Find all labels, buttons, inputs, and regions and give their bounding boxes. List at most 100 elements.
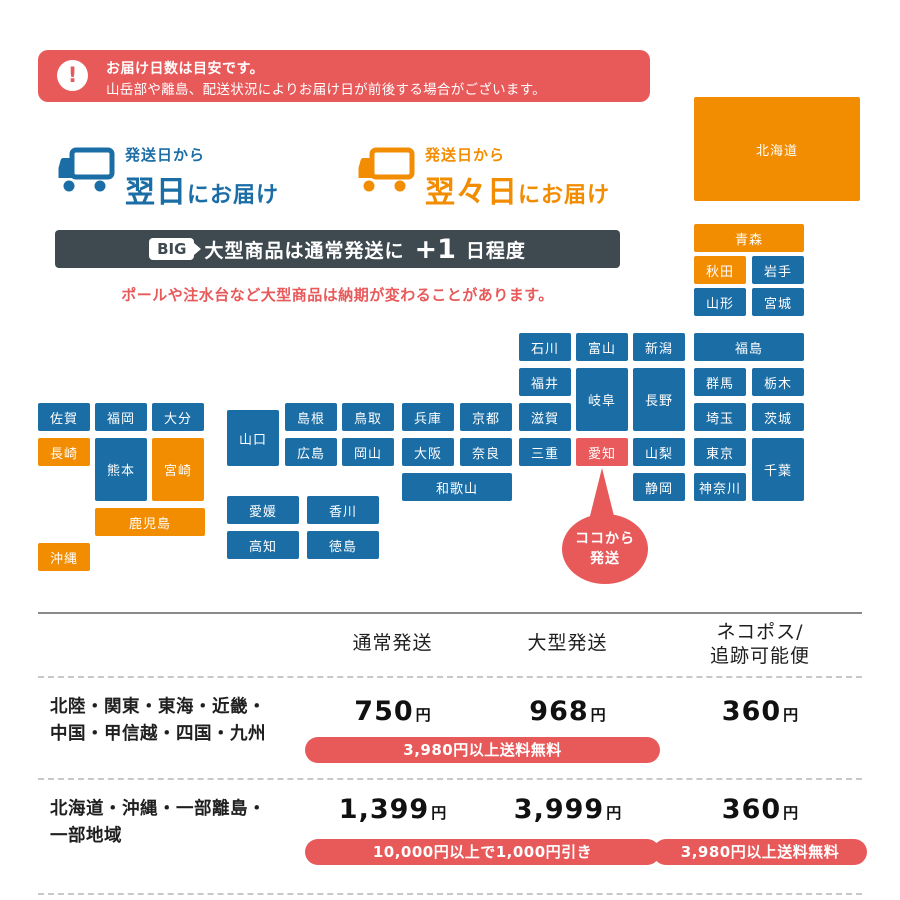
next-day-delivery-badge: 発送日から 翌日にお届け bbox=[125, 144, 279, 211]
region-line2: 中国・甲信越・四国・九州 bbox=[50, 724, 266, 744]
two-day-delivery-badge: 発送日から 翌々日にお届け bbox=[425, 144, 610, 211]
badge-main: 翌日にお届け bbox=[125, 167, 279, 211]
column-header-standard: 通常発送 bbox=[352, 632, 433, 654]
prefecture-block: 福井 bbox=[519, 368, 571, 396]
prefecture-block: 千葉 bbox=[752, 438, 804, 501]
price-unit: 円 bbox=[783, 804, 799, 822]
price-nekopos: 360 円 bbox=[653, 696, 867, 727]
badge-lead: 発送日から bbox=[125, 146, 206, 164]
big-banner-prefix: 大型商品は通常発送に bbox=[204, 239, 405, 262]
big-item-banner: BIG 大型商品は通常発送に +1 日程度 bbox=[55, 230, 620, 268]
prefecture-block: 広島 bbox=[285, 438, 337, 466]
prefecture-block: 青森 bbox=[694, 224, 804, 252]
prefecture-block: 静岡 bbox=[633, 473, 685, 501]
exclamation-icon: ! bbox=[57, 60, 88, 91]
prefecture-block: 三重 bbox=[519, 438, 571, 466]
prefecture-block: 愛媛 bbox=[227, 496, 299, 524]
truck-icon bbox=[55, 146, 115, 194]
prefecture-block: 富山 bbox=[576, 333, 628, 361]
badge-lead: 発送日から bbox=[425, 146, 506, 164]
prefecture-block: 熊本 bbox=[95, 438, 147, 501]
region-line2: 一部地域 bbox=[50, 826, 122, 846]
prefecture-block: 島根 bbox=[285, 403, 337, 431]
prefecture-block: 北海道 bbox=[694, 97, 860, 201]
column-header-nekopos-line1: ネコポス/ bbox=[716, 621, 804, 643]
prefecture-block: 愛知 bbox=[576, 438, 628, 466]
ship-origin-bubble: ココから 発送 bbox=[562, 514, 648, 584]
prefecture-block: 高知 bbox=[227, 531, 299, 559]
prefecture-block: 石川 bbox=[519, 333, 571, 361]
discount-pill: 10,000円以上で1,000円引き bbox=[305, 839, 660, 865]
prefecture-block: 大阪 bbox=[402, 438, 454, 466]
prefecture-block: 鹿児島 bbox=[95, 508, 205, 536]
free-shipping-pill: 3,980円以上送料無料 bbox=[653, 839, 867, 865]
notice-line1: お届け日数は目安です。 bbox=[106, 61, 265, 77]
price-value: 750 bbox=[354, 696, 414, 727]
region-line1: 北海道・沖縄・一部離島・ bbox=[50, 799, 266, 819]
prefecture-block: 兵庫 bbox=[402, 403, 454, 431]
prefecture-block: 徳島 bbox=[307, 531, 379, 559]
prefecture-block: 茨城 bbox=[752, 403, 804, 431]
prefecture-block: 奈良 bbox=[460, 438, 512, 466]
badge-main: 翌々日にお届け bbox=[425, 167, 610, 211]
prefecture-block: 長崎 bbox=[38, 438, 90, 466]
prefecture-block: 山梨 bbox=[633, 438, 685, 466]
price-unit: 円 bbox=[415, 706, 431, 724]
prefecture-block: 和歌山 bbox=[402, 473, 512, 501]
prefecture-block: 埼玉 bbox=[694, 403, 746, 431]
price-standard: 750 円 bbox=[305, 696, 480, 727]
prefecture-block: 滋賀 bbox=[519, 403, 571, 431]
prefecture-block: 鳥取 bbox=[342, 403, 394, 431]
bubble-line2: 発送 bbox=[590, 551, 620, 567]
prefecture-block: 福島 bbox=[694, 333, 804, 361]
price-unit: 円 bbox=[606, 804, 622, 822]
prefecture-block: 神奈川 bbox=[694, 473, 746, 501]
price-value: 360 bbox=[721, 696, 782, 727]
free-shipping-pill: 3,980円以上送料無料 bbox=[305, 737, 660, 763]
badge-rest: にお届け bbox=[187, 183, 280, 208]
big-tag-label: BIG bbox=[157, 240, 187, 258]
column-header-large: 大型発送 bbox=[527, 632, 608, 654]
price-value: 3,999 bbox=[513, 794, 605, 825]
price-unit: 円 bbox=[431, 804, 447, 822]
badge-rest: にお届け bbox=[518, 183, 611, 208]
prefecture-block: 群馬 bbox=[694, 368, 746, 396]
truck-icon bbox=[355, 146, 415, 194]
region-label-remote: 北海道・沖縄・一部離島・ 一部地域 bbox=[50, 796, 312, 850]
prefecture-block: 香川 bbox=[307, 496, 379, 524]
price-value: 1,399 bbox=[338, 794, 430, 825]
prefecture-block: 京都 bbox=[460, 403, 512, 431]
big-banner-suffix: 日程度 bbox=[465, 239, 526, 262]
prefecture-block: 大分 bbox=[152, 403, 204, 431]
price-large: 3,999 円 bbox=[480, 794, 655, 825]
price-unit: 円 bbox=[783, 706, 799, 724]
prefecture-block: 宮崎 bbox=[152, 438, 204, 501]
price-value: 968 bbox=[529, 696, 589, 727]
delivery-notice-banner: ! お届け日数は目安です。 山岳部や離島、配送状況によりお届け日が前後する場合が… bbox=[38, 50, 650, 102]
big-banner-plus: +1 bbox=[414, 233, 456, 265]
column-header-nekopos-line2: 追跡可能便 bbox=[709, 645, 810, 667]
divider-dashed bbox=[38, 893, 862, 895]
divider-dashed bbox=[38, 778, 862, 780]
bubble-line1: ココから bbox=[575, 531, 635, 547]
badge-emphasis: 翌日 bbox=[125, 175, 187, 210]
big-tag-icon: BIG bbox=[149, 238, 202, 260]
prefecture-block: 東京 bbox=[694, 438, 746, 466]
prefecture-block: 宮城 bbox=[752, 288, 804, 316]
notice-line2: 山岳部や離島、配送状況によりお届け日が前後する場合がございます。 bbox=[106, 82, 546, 98]
price-value: 360 bbox=[721, 794, 782, 825]
region-label-main: 北陸・関東・東海・近畿・ 中国・甲信越・四国・九州 bbox=[50, 694, 312, 748]
price-standard: 1,399 円 bbox=[305, 794, 480, 825]
prefecture-block: 長野 bbox=[633, 368, 685, 431]
region-line1: 北陸・関東・東海・近畿・ bbox=[50, 697, 266, 717]
prefecture-block: 山口 bbox=[227, 410, 279, 466]
prefecture-block: 沖縄 bbox=[38, 543, 90, 571]
prefecture-block: 岡山 bbox=[342, 438, 394, 466]
price-large: 968 円 bbox=[480, 696, 655, 727]
prefecture-block: 新潟 bbox=[633, 333, 685, 361]
prefecture-block: 岩手 bbox=[752, 256, 804, 284]
badge-emphasis: 翌々日 bbox=[425, 175, 518, 210]
prefecture-block: 秋田 bbox=[694, 256, 746, 284]
